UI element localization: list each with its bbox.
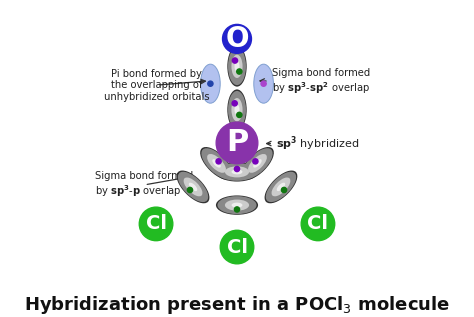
Text: Sigma bond formed
by $\bf{sp^3}$-$\bf{p}$ overlap: Sigma bond formed by $\bf{sp^3}$-$\bf{p}… <box>95 171 193 199</box>
Ellipse shape <box>216 162 258 182</box>
Circle shape <box>235 166 239 171</box>
Text: P: P <box>226 128 248 158</box>
Ellipse shape <box>228 48 246 85</box>
Ellipse shape <box>235 61 239 72</box>
Text: Sigma bond formed
by $\bf{sp^3}$-$\bf{sp^2}$ overlap: Sigma bond formed by $\bf{sp^3}$-$\bf{sp… <box>260 68 370 96</box>
Circle shape <box>187 187 192 193</box>
Circle shape <box>223 24 251 53</box>
Ellipse shape <box>248 154 267 173</box>
Ellipse shape <box>200 147 233 180</box>
Ellipse shape <box>277 183 285 191</box>
Ellipse shape <box>228 91 246 128</box>
Circle shape <box>216 159 221 164</box>
Circle shape <box>253 159 258 164</box>
Ellipse shape <box>266 172 296 202</box>
Circle shape <box>237 112 242 118</box>
Text: O: O <box>225 25 249 53</box>
Text: Pi bond formed by
the overlapping of
unhybridized orbitals: Pi bond formed by the overlapping of unh… <box>104 68 210 102</box>
Ellipse shape <box>189 183 197 191</box>
Ellipse shape <box>201 148 232 178</box>
Ellipse shape <box>201 64 220 103</box>
Circle shape <box>208 81 213 86</box>
Ellipse shape <box>228 46 246 87</box>
Ellipse shape <box>178 172 208 202</box>
Text: Cl: Cl <box>146 214 166 233</box>
Ellipse shape <box>225 200 249 211</box>
Circle shape <box>261 81 266 86</box>
Ellipse shape <box>183 178 202 196</box>
Ellipse shape <box>207 154 226 173</box>
Circle shape <box>282 187 287 193</box>
Text: Cl: Cl <box>308 214 328 233</box>
Ellipse shape <box>272 178 291 196</box>
Circle shape <box>232 58 237 63</box>
Ellipse shape <box>242 148 273 178</box>
Ellipse shape <box>241 147 274 180</box>
Ellipse shape <box>231 55 243 78</box>
Ellipse shape <box>254 64 273 103</box>
Ellipse shape <box>228 89 246 130</box>
Ellipse shape <box>225 166 249 178</box>
Circle shape <box>237 69 242 74</box>
Ellipse shape <box>231 203 243 208</box>
Text: Hybridization present in a POCl$_3$ molecule: Hybridization present in a POCl$_3$ mole… <box>24 294 450 316</box>
Ellipse shape <box>218 163 256 181</box>
Ellipse shape <box>231 98 243 121</box>
Ellipse shape <box>253 159 262 168</box>
Ellipse shape <box>218 196 256 214</box>
Circle shape <box>235 207 239 212</box>
Circle shape <box>232 101 237 106</box>
Circle shape <box>301 207 335 241</box>
Circle shape <box>216 122 258 164</box>
Circle shape <box>220 230 254 264</box>
Ellipse shape <box>212 159 221 168</box>
Ellipse shape <box>231 169 243 174</box>
Text: Cl: Cl <box>227 237 247 256</box>
Circle shape <box>139 207 173 241</box>
Ellipse shape <box>235 104 239 115</box>
Ellipse shape <box>177 171 210 203</box>
Ellipse shape <box>264 171 297 203</box>
Ellipse shape <box>216 196 258 215</box>
Text: $\bf{sp^3}$ hybridized: $\bf{sp^3}$ hybridized <box>266 134 359 153</box>
